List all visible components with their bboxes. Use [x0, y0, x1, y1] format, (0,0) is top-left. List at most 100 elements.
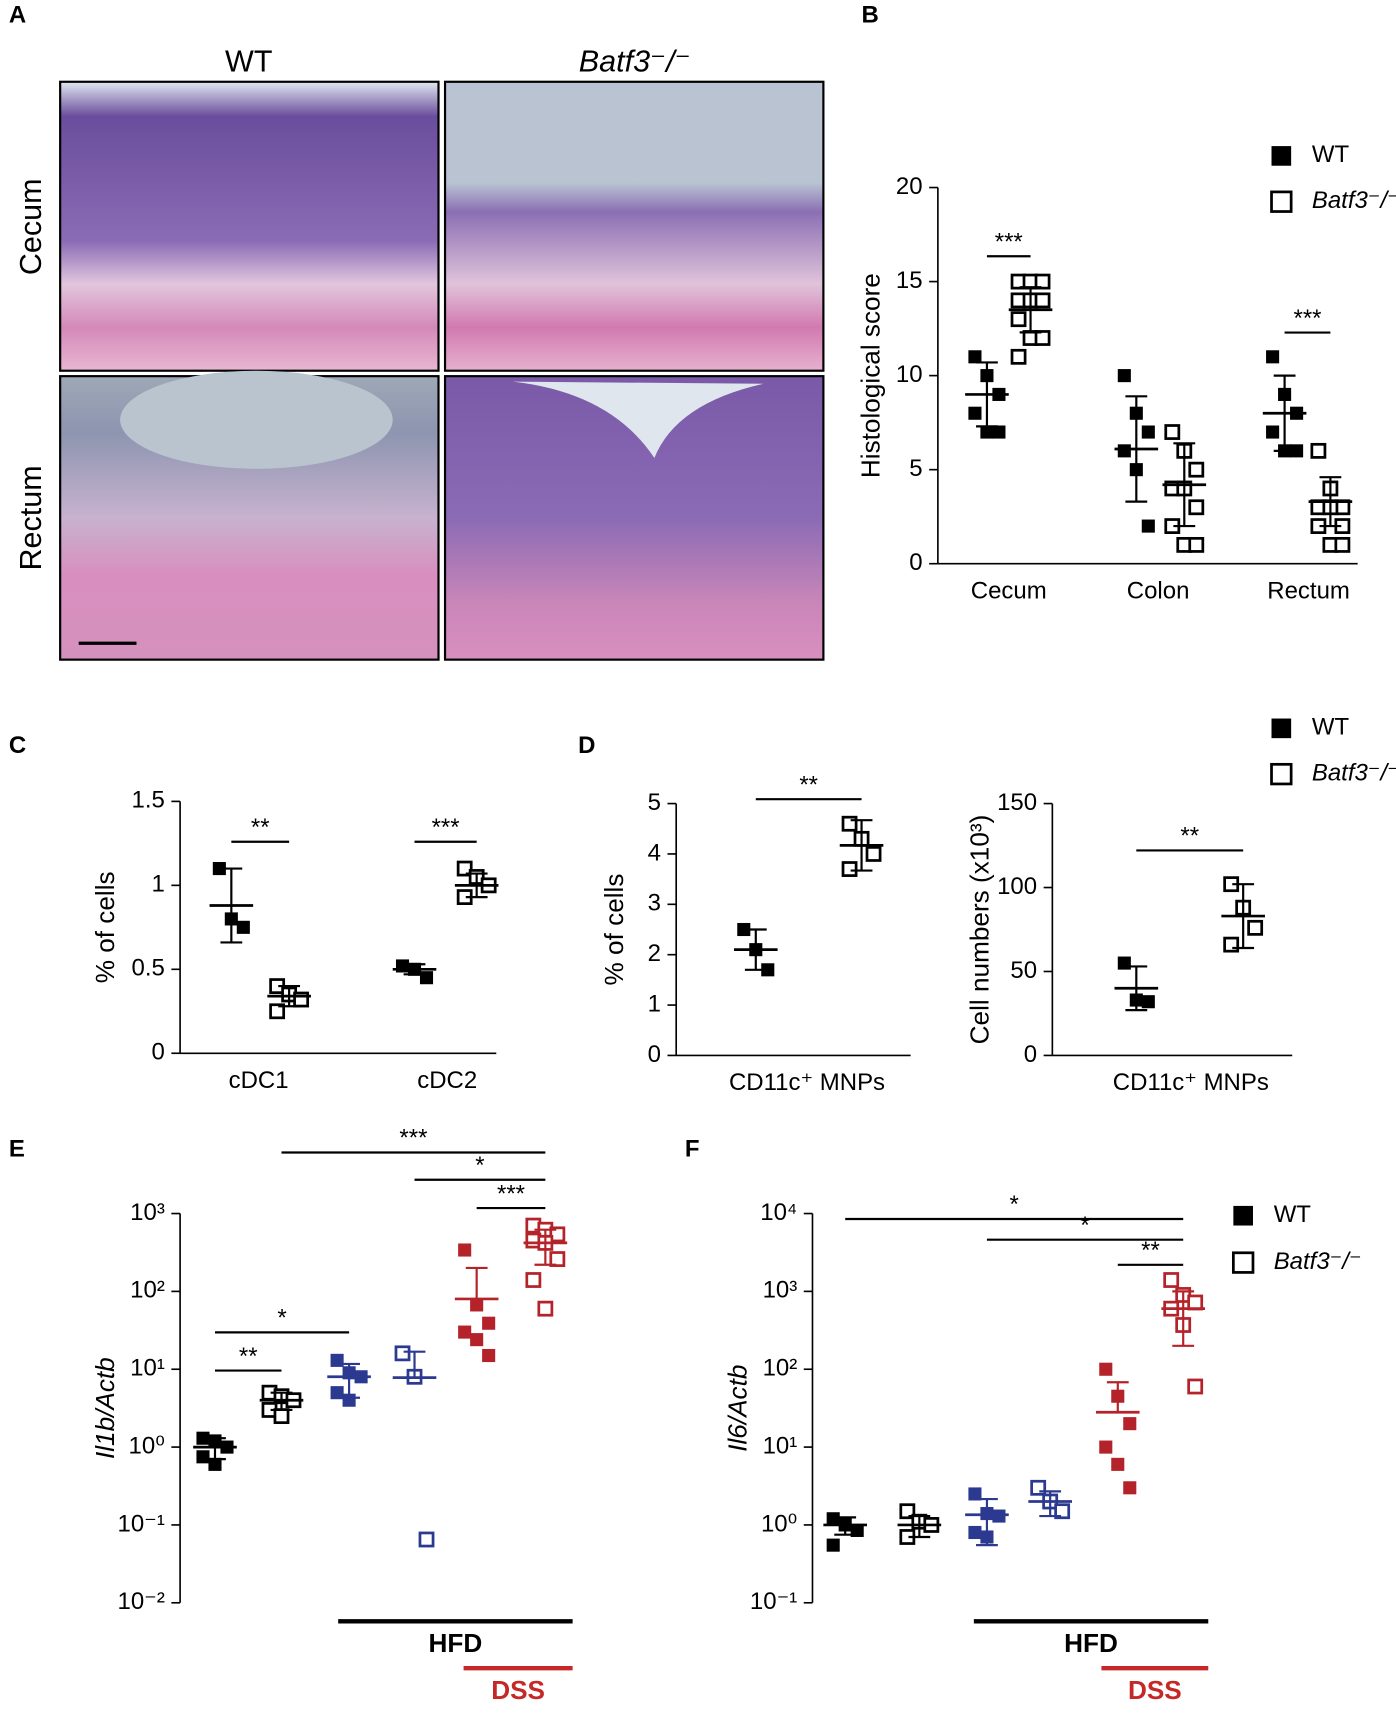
panel-label: B	[862, 2, 879, 29]
data-point	[1164, 424, 1181, 440]
data-point	[330, 1386, 344, 1400]
data-point	[1117, 956, 1131, 970]
data-point	[273, 1408, 290, 1425]
significance-label: *	[1080, 1212, 1089, 1239]
y-tick-label: 2	[648, 940, 661, 967]
data-point	[1187, 1378, 1204, 1395]
data-point	[419, 971, 434, 985]
y-axis-label: % of cells	[599, 874, 629, 986]
legend-marker	[1271, 146, 1292, 166]
data-point	[456, 860, 473, 877]
row-label: Cecum	[14, 178, 48, 275]
y-tick-label: 10³	[130, 1199, 165, 1226]
histology-image	[443, 80, 825, 372]
legend-label: WT	[1312, 141, 1350, 168]
data-point	[1111, 1457, 1125, 1471]
data-point	[841, 861, 858, 877]
data-point	[458, 1325, 472, 1339]
lumen	[120, 370, 393, 469]
y-tick-label: 5	[909, 455, 922, 482]
y-tick-label: 10⁴	[760, 1199, 797, 1226]
y-tick-label: 50	[1010, 957, 1037, 984]
data-point	[1141, 425, 1155, 439]
data-point	[1099, 1440, 1113, 1454]
y-tick-label: 10¹	[763, 1432, 798, 1459]
column-label: WT	[225, 44, 272, 78]
data-point	[1187, 1294, 1204, 1311]
legend-label: Batf3⁻/⁻	[1312, 759, 1396, 786]
y-tick-label: 0	[151, 1039, 164, 1066]
data-point	[992, 425, 1006, 439]
significance-label: ***	[995, 228, 1023, 255]
y-tick-label: 10⁰	[761, 1510, 797, 1537]
y-tick-label: 10	[896, 361, 923, 388]
data-point	[470, 1298, 484, 1312]
significance-label: *	[475, 1152, 484, 1179]
data-point	[899, 1503, 916, 1520]
y-axis-label: Histological score	[855, 273, 885, 478]
data-point	[1034, 330, 1051, 346]
legend-marker	[1231, 1251, 1255, 1274]
y-axis-label: Il6/Actb	[722, 1365, 752, 1452]
y-tick-label: 0	[1024, 1041, 1037, 1068]
data-point	[549, 1226, 566, 1243]
legend-label: Batf3⁻/⁻	[1274, 1248, 1362, 1275]
data-point	[418, 1531, 435, 1548]
data-point	[1188, 499, 1205, 516]
significance-label: *	[277, 1305, 286, 1332]
data-point	[1099, 1362, 1113, 1376]
significance-label: ***	[1294, 305, 1322, 332]
data-point	[1290, 444, 1304, 458]
data-point	[212, 862, 226, 876]
treatment-label: HFD	[429, 1628, 483, 1658]
panel-label: F	[685, 1136, 700, 1163]
data-point	[968, 1525, 982, 1540]
data-point	[865, 846, 882, 862]
data-point	[1141, 995, 1155, 1009]
y-tick-label: 20	[896, 173, 923, 200]
data-point	[1141, 519, 1155, 533]
y-tick-label: 1.5	[132, 787, 165, 814]
y-tick-label: 4	[648, 839, 661, 866]
data-point	[1117, 369, 1131, 383]
data-point	[394, 1345, 411, 1362]
data-point	[482, 1316, 496, 1330]
data-point	[1054, 1503, 1071, 1520]
data-point	[549, 1251, 566, 1267]
y-tick-label: 3	[648, 890, 661, 917]
legend-marker	[1270, 190, 1293, 213]
column-label: Batf3⁻/⁻	[579, 44, 691, 78]
significance-label: ***	[399, 1125, 427, 1152]
data-point	[1247, 919, 1264, 936]
legend-marker	[1271, 718, 1292, 739]
y-tick-label: 10⁻¹	[750, 1588, 797, 1615]
data-point	[1117, 444, 1131, 458]
data-point	[980, 425, 994, 439]
y-tick-label: 100	[997, 873, 1037, 900]
y-tick-label: 10²	[130, 1277, 165, 1304]
data-point	[1010, 348, 1027, 365]
data-point	[968, 350, 982, 364]
data-point	[458, 1243, 472, 1257]
data-point	[968, 406, 982, 420]
significance-label: ***	[432, 814, 460, 841]
x-tick-label: CD11c⁺ MNPs	[1113, 1069, 1269, 1096]
data-point	[1034, 292, 1051, 309]
x-tick-label: Cecum	[971, 577, 1047, 604]
legend-marker	[1233, 1205, 1253, 1226]
y-tick-label: 10⁻²	[118, 1588, 165, 1615]
legend-marker	[1270, 762, 1293, 786]
panel-label: E	[9, 1136, 25, 1163]
data-point	[1310, 442, 1327, 459]
lumen	[512, 381, 764, 458]
panel-label: D	[578, 732, 595, 759]
data-point	[1034, 273, 1051, 290]
y-tick-label: 0	[648, 1041, 661, 1068]
data-point	[1266, 425, 1280, 439]
legend-label: WT	[1274, 1201, 1312, 1228]
panel-label: A	[9, 2, 26, 29]
treatment-label: HFD	[1064, 1628, 1118, 1658]
data-point	[525, 1272, 542, 1288]
y-tick-label: 15	[896, 267, 923, 294]
